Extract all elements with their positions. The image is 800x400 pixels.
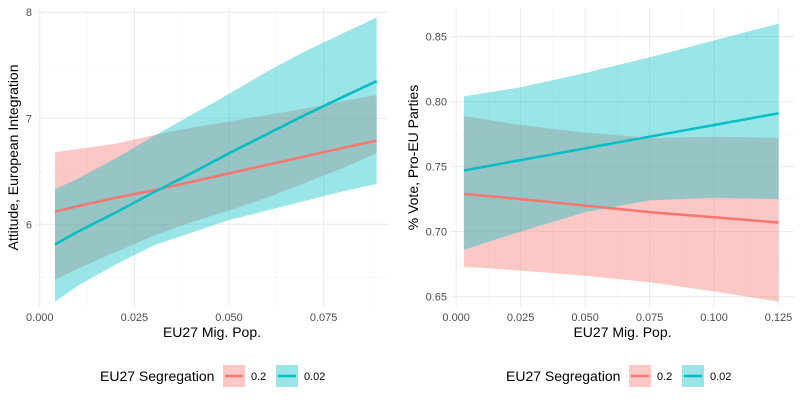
confidence-band-0.02 xyxy=(463,23,779,250)
y-tick-label: 0.75 xyxy=(426,162,447,174)
chart-panel-vote: 0.000 0.025 0.050 0.075 0.100 0.125 0.65 0.70 0.… xyxy=(405,8,794,340)
y-tick-label: 8 xyxy=(26,7,32,19)
x-tick-label: 0.100 xyxy=(700,312,728,324)
x-tick-label: 0.050 xyxy=(215,312,243,324)
y-axis-title: % Vote, Pro-EU Parties xyxy=(405,85,421,231)
y-tick-label: 0.70 xyxy=(426,227,447,239)
y-axis-title: Attitude, European Integration xyxy=(5,64,21,250)
x-tick-label: 0.125 xyxy=(765,312,793,324)
legend-label-0.02: 0.02 xyxy=(710,371,731,383)
legend-left: EU27 Segregation 0.2 0.02 xyxy=(100,365,325,387)
y-tick-label: 7 xyxy=(26,113,32,125)
x-tick-label: 0.025 xyxy=(507,312,535,324)
x-tick-label: 0.050 xyxy=(571,312,599,324)
series-line-0.2 xyxy=(54,139,377,213)
chart-panel-attitude: 0.000 0.025 0.050 0.075 6 7 8 EU27 Mig. Pop. Att… xyxy=(5,7,388,340)
legend-label-0.2: 0.2 xyxy=(251,371,266,383)
x-tick-label: 0.000 xyxy=(26,312,54,324)
legend-label-0.02: 0.02 xyxy=(304,371,325,383)
x-tick-label: 0.075 xyxy=(636,312,664,324)
y-tick-label: 0.85 xyxy=(426,32,447,44)
legend-label-0.2: 0.2 xyxy=(657,371,672,383)
series-line-0.02 xyxy=(54,80,378,246)
y-tick-label: 0.80 xyxy=(426,97,447,109)
legend-title: EU27 Segregation xyxy=(506,368,620,384)
y-tick-label: 0.65 xyxy=(426,292,447,304)
x-axis-title: EU27 Mig. Pop. xyxy=(573,324,671,340)
series-line-0.02 xyxy=(463,112,779,172)
legend-title: EU27 Segregation xyxy=(100,368,214,384)
x-axis-title: EU27 Mig. Pop. xyxy=(163,324,261,340)
x-tick-label: 0.000 xyxy=(442,312,470,324)
y-tick-label: 6 xyxy=(26,219,32,231)
x-tick-label: 0.025 xyxy=(121,312,149,324)
confidence-band-0.2 xyxy=(54,94,377,280)
x-tick-label: 0.075 xyxy=(310,312,338,324)
legend-right: EU27 Segregation 0.2 0.02 xyxy=(506,365,731,387)
series-line-0.2 xyxy=(463,192,779,224)
